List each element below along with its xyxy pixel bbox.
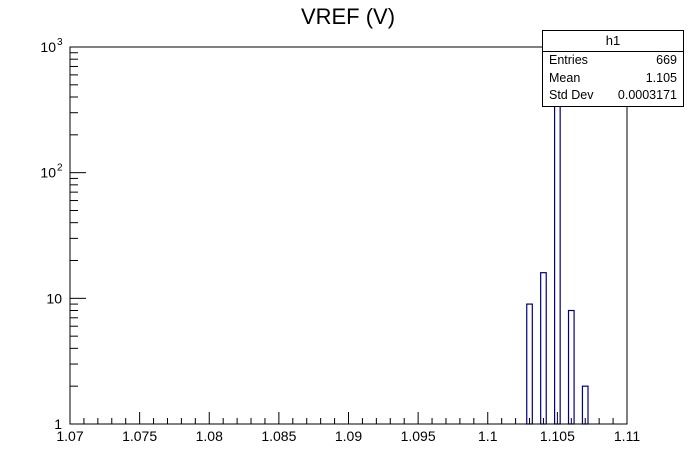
stats-value: 0.0003171	[617, 88, 677, 102]
histogram-bar	[553, 71, 561, 425]
y-tick-exponent: 2	[57, 163, 63, 174]
stats-label: Std Dev	[549, 88, 594, 102]
y-tick-label: 10	[46, 290, 62, 306]
y-tick-label: 10	[40, 39, 56, 55]
x-tick-label: 1.11	[614, 428, 640, 444]
histogram-bar	[567, 309, 575, 425]
y-tick-label: 10	[40, 165, 56, 181]
x-tick-label: 1.09	[335, 428, 362, 444]
stats-value: 1.105	[645, 70, 677, 85]
histogram-bar	[526, 303, 533, 425]
stats-row-stddev: Std Dev 0.0003171	[543, 87, 683, 105]
y-tick-exponent: 3	[57, 37, 63, 48]
stats-row-entries: Entries 669	[543, 52, 683, 70]
x-tick-label: 1.105	[540, 428, 575, 444]
stats-label: Entries	[549, 53, 588, 67]
x-tick-label: 1.08	[196, 428, 223, 444]
x-tick-label: 1.1	[478, 428, 498, 444]
stats-row-mean: Mean 1.105	[543, 70, 683, 88]
stats-label: Mean	[549, 70, 581, 85]
stats-value: 669	[656, 53, 677, 67]
x-tick-label: 1.07	[56, 428, 83, 444]
x-tick-label: 1.085	[261, 428, 296, 444]
y-tick-label: 1	[54, 416, 62, 432]
x-tick-label: 1.095	[401, 428, 436, 444]
histogram-bar	[540, 272, 547, 425]
stats-box-title: h1	[543, 31, 683, 52]
chart-title: VREF (V)	[300, 4, 396, 29]
x-tick-label: 1.075	[122, 428, 157, 444]
stats-box: h1 Entries 669 Mean 1.105 Std Dev 0.0003…	[542, 30, 684, 107]
